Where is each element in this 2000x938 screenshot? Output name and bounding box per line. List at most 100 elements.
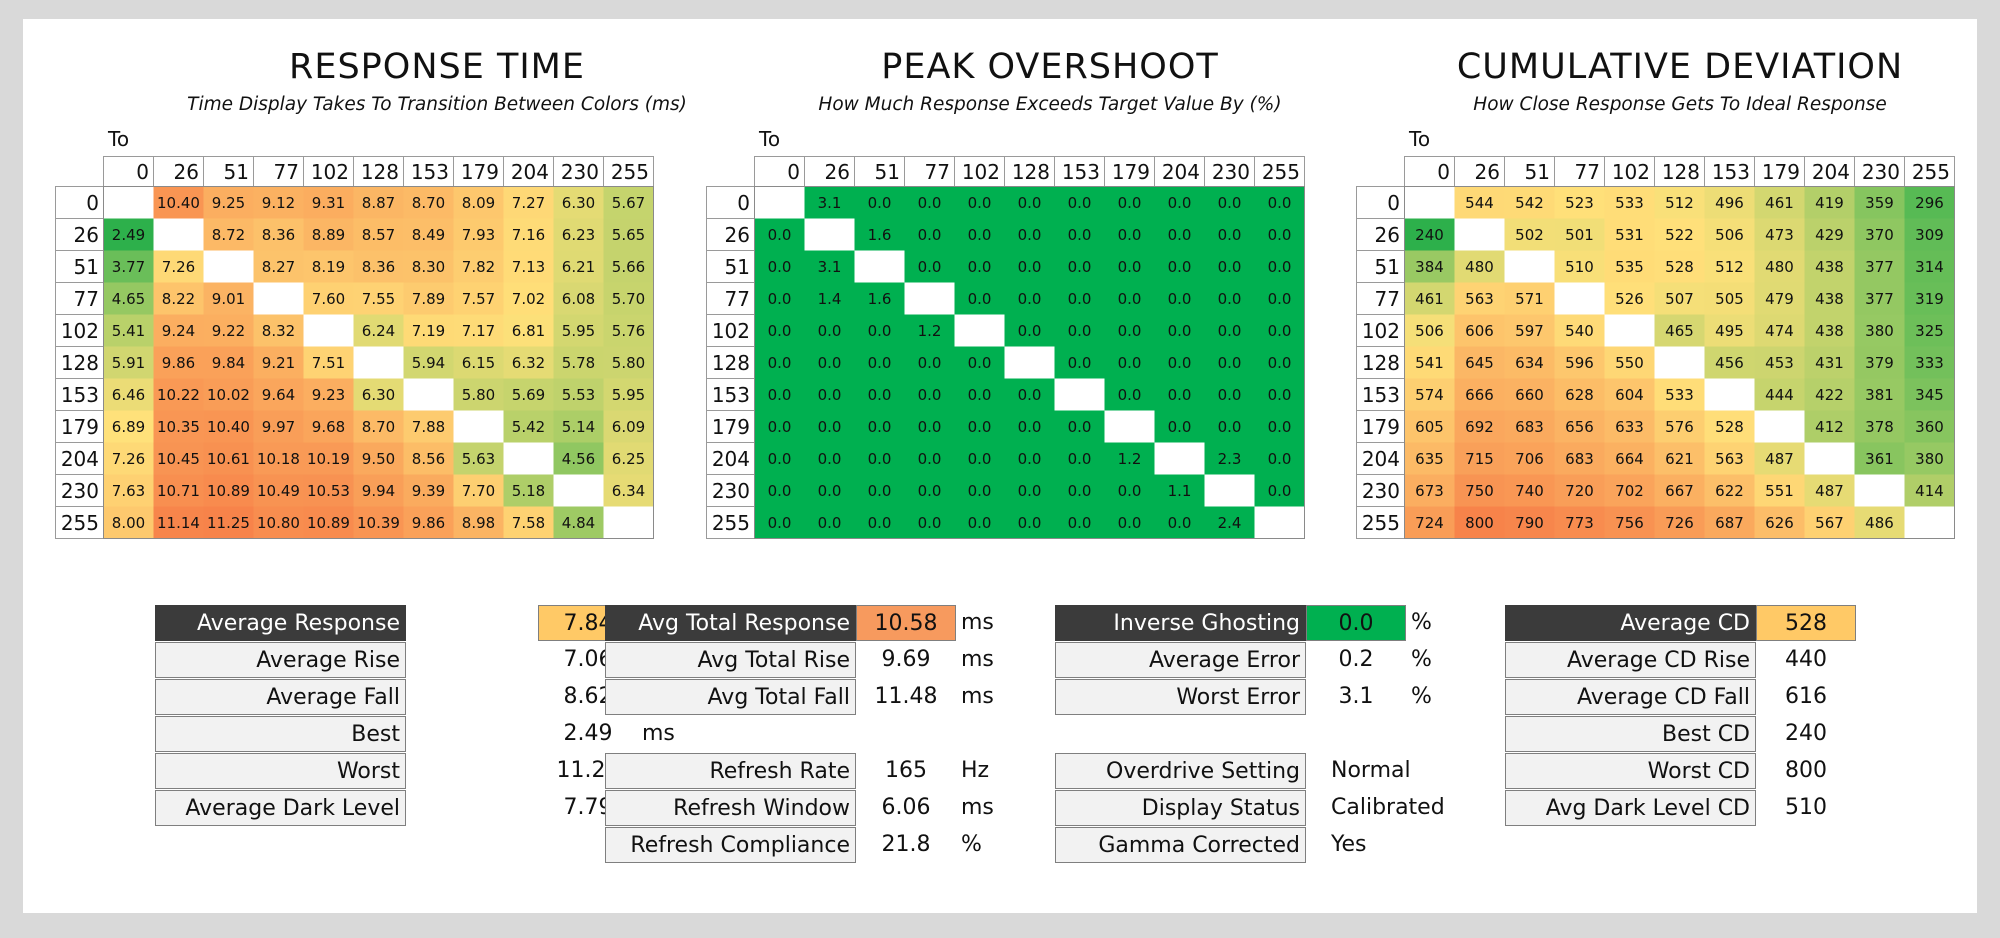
column-header-label: 255 (611, 160, 649, 184)
heatmap-value: 660 (1515, 386, 1544, 404)
heatmap-value: 1.6 (868, 226, 892, 244)
heatmap-value: 702 (1615, 482, 1644, 500)
heatmap-value: 7.60 (312, 290, 345, 308)
heatmap-value: 667 (1665, 482, 1694, 500)
heatmap-cell (1454, 282, 1505, 315)
heatmap-value: 9.84 (212, 354, 245, 372)
heatmap-cell (1254, 314, 1305, 347)
row-header-cell (55, 442, 104, 475)
heatmap-cell (1804, 346, 1855, 379)
heatmap-cell (553, 282, 604, 315)
heatmap-cell (1604, 474, 1655, 507)
heatmap-cell (1704, 282, 1755, 315)
heatmap-value: 8.27 (262, 258, 295, 276)
row-header-label: 0 (86, 191, 99, 215)
stat-value: 800 (1785, 758, 1827, 783)
heatmap-value: 683 (1565, 450, 1594, 468)
heatmap-cell (103, 506, 154, 539)
heatmap-cell (203, 282, 254, 315)
column-header-label: 255 (1912, 160, 1950, 184)
heatmap-cell (153, 218, 204, 251)
row-header-label: 26 (74, 223, 99, 247)
heatmap-cell (1754, 186, 1805, 219)
heatmap-value: 431 (1815, 354, 1844, 372)
heatmap-cell (1154, 186, 1205, 219)
heatmap-value: 0.0 (1068, 354, 1092, 372)
heatmap-value: 6.32 (512, 354, 545, 372)
cumulative-deviation-subtitle: How Close Response Gets To Ideal Respons… (1473, 94, 1887, 115)
column-header-cell (1804, 156, 1855, 187)
column-header-label: 230 (561, 160, 599, 184)
heatmap-cell (1754, 474, 1805, 507)
heatmap-cell (203, 186, 254, 219)
column-header-label: 26 (174, 160, 199, 184)
heatmap-value: 8.89 (312, 226, 345, 244)
column-header-label: 77 (274, 160, 299, 184)
heatmap-value: 380 (1865, 322, 1894, 340)
stat-value: 21.8 (881, 832, 931, 857)
heatmap-cell (603, 474, 654, 507)
heatmap-value: 384 (1415, 258, 1444, 276)
heatmap-cell (804, 314, 855, 347)
stat-label: Average Rise (155, 642, 406, 678)
heatmap-value: 1.4 (818, 290, 842, 308)
heatmap-cell (754, 186, 805, 219)
heatmap-value: 6.34 (612, 482, 645, 500)
heatmap-cell (854, 218, 905, 251)
heatmap-cell (1054, 282, 1105, 315)
heatmap-value: 0.0 (1168, 322, 1192, 340)
heatmap-value: 0.0 (968, 482, 992, 500)
heatmap-value: 486 (1865, 514, 1894, 532)
heatmap-cell (804, 474, 855, 507)
heatmap-cell (203, 218, 254, 251)
heatmap-cell (1254, 410, 1305, 443)
heatmap-value: 533 (1615, 194, 1644, 212)
heatmap-cell (1854, 346, 1905, 379)
stat-label: Worst (155, 753, 406, 789)
heatmap-cell (1254, 218, 1305, 251)
heatmap-cell (1854, 314, 1905, 347)
heatmap-value: 9.31 (312, 194, 345, 212)
stat-value: Normal (1331, 758, 1411, 783)
heatmap-value: 0.0 (818, 386, 842, 404)
heatmap-cell (353, 378, 404, 411)
heatmap-value: 0.0 (768, 482, 792, 500)
heatmap-value: 2.49 (112, 226, 145, 244)
column-header-cell (553, 156, 604, 187)
heatmap-value: 429 (1815, 226, 1844, 244)
heatmap-value: 687 (1715, 514, 1744, 532)
heatmap-value: 0.0 (1118, 194, 1142, 212)
stat-value: 528 (1756, 605, 1856, 641)
stat-value: 440 (1785, 647, 1827, 672)
stat-unit: % (1411, 684, 1432, 709)
heatmap-cell (1404, 218, 1455, 251)
heatmap-cell (754, 378, 805, 411)
heatmap-value: 551 (1765, 482, 1794, 500)
peak-overshoot-title: PEAK OVERSHOOT (881, 47, 1219, 87)
heatmap-cell (453, 410, 504, 443)
heatmap-value: 506 (1715, 226, 1744, 244)
heatmap-cell (1404, 186, 1455, 219)
heatmap-cell (403, 250, 454, 283)
heatmap-cell (1904, 442, 1955, 475)
heatmap-cell (453, 186, 504, 219)
heatmap-value: 0.0 (968, 514, 992, 532)
heatmap-cell (453, 346, 504, 379)
column-header-label: 204 (1162, 160, 1200, 184)
column-header-label: 0 (1437, 160, 1450, 184)
heatmap-cell (804, 506, 855, 539)
heatmap-cell (1504, 378, 1555, 411)
heatmap-value: 360 (1915, 418, 1944, 436)
stat-label: Average CD (1505, 605, 1756, 641)
column-header-label: 51 (875, 160, 900, 184)
heatmap-value: 0.0 (868, 386, 892, 404)
stat-label: Avg Dark Level CD (1505, 790, 1756, 826)
heatmap-value: 541 (1415, 354, 1444, 372)
column-header-label: 77 (925, 160, 950, 184)
heatmap-value: 724 (1415, 514, 1444, 532)
heatmap-value: 10.18 (257, 450, 300, 468)
heatmap-value: 378 (1865, 418, 1894, 436)
column-header-label: 153 (1712, 160, 1750, 184)
heatmap-cell (754, 250, 805, 283)
heatmap-cell (954, 506, 1005, 539)
